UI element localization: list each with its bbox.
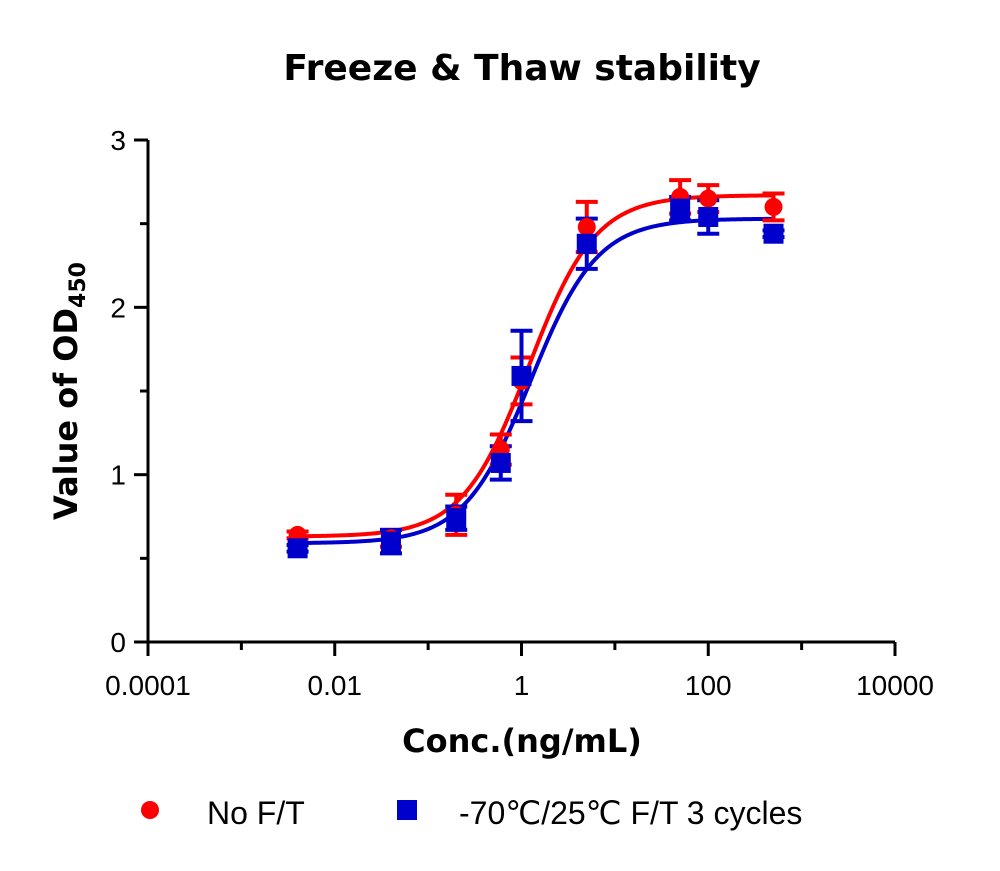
y-axis-label-main: Value of OD [47, 308, 85, 520]
fit-curve-series-1 [295, 193, 776, 539]
data-point-series-2 [446, 508, 467, 529]
y-tick-label: 2 [110, 292, 126, 323]
data-point-series-2 [490, 452, 511, 473]
y-axis-label-subscript: 450 [66, 262, 91, 308]
legend-marker-ft-3-cycles [397, 800, 417, 820]
x-tick-label: 100 [685, 670, 732, 701]
fit-curves [295, 193, 776, 545]
legend: No F/T -70℃/25℃ F/T 3 cycles [141, 795, 802, 831]
legend-marker-no-ft [141, 801, 159, 819]
x-tick-label: 0.01 [308, 670, 363, 701]
data-point-series-1 [699, 189, 718, 208]
fit-curve-series-2 [295, 216, 776, 545]
y-axis-label: Value of OD450 [47, 262, 91, 520]
data-point-series-2 [763, 223, 784, 244]
data-points [287, 187, 784, 559]
data-point-series-2 [511, 365, 532, 386]
data-point-series-2 [380, 531, 401, 552]
data-point-series-1 [577, 218, 596, 237]
y-tick-label: 0 [110, 627, 126, 658]
chart-title: Freeze & Thaw stability [283, 48, 760, 89]
y-ticks: 0 1 2 3 [110, 125, 148, 658]
data-point-series-1 [764, 197, 783, 216]
legend-label-no-ft: No F/T [207, 795, 305, 831]
y-tick-label: 1 [110, 460, 126, 491]
data-point-series-2 [576, 233, 597, 254]
data-point-series-2 [670, 198, 691, 219]
data-point-series-2 [287, 538, 308, 559]
x-tick-label: 0.0001 [105, 670, 191, 701]
data-point-series-2 [698, 206, 719, 227]
legend-label-ft-3-cycles: -70℃/25℃ F/T 3 cycles [459, 795, 802, 831]
x-axis-label: Conc.(ng/mL) [402, 722, 642, 760]
x-tick-label: 10000 [856, 670, 934, 701]
x-ticks: 0.0001 0.01 1 100 10000 [105, 642, 934, 701]
y-tick-label: 3 [110, 125, 126, 156]
x-tick-label: 1 [514, 670, 530, 701]
